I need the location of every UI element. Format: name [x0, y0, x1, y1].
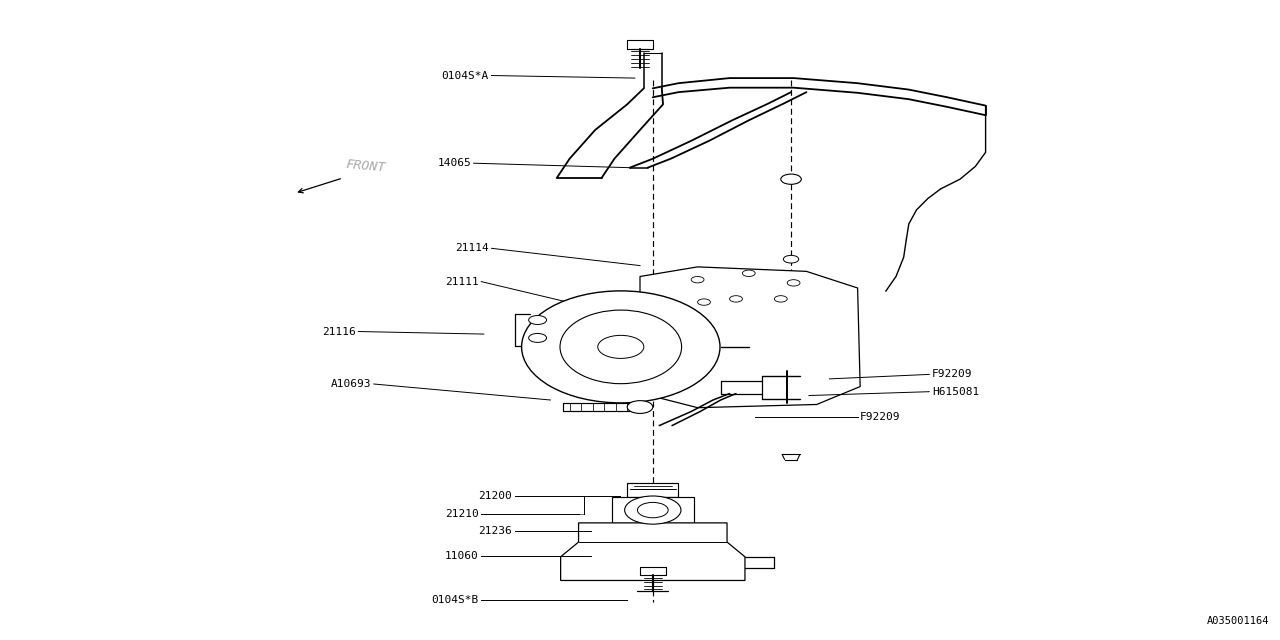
Ellipse shape	[561, 310, 681, 384]
Text: 21210: 21210	[445, 509, 479, 519]
Text: 0104S*B: 0104S*B	[431, 595, 479, 605]
Circle shape	[698, 299, 710, 305]
Bar	[627, 483, 678, 497]
Circle shape	[529, 333, 547, 342]
Text: 14065: 14065	[438, 158, 471, 168]
Text: F92209: F92209	[860, 412, 901, 422]
Text: A035001164: A035001164	[1207, 616, 1270, 626]
Circle shape	[787, 280, 800, 286]
Circle shape	[529, 316, 547, 324]
Circle shape	[625, 496, 681, 524]
Text: H615081: H615081	[932, 387, 979, 397]
Text: 21200: 21200	[479, 491, 512, 501]
Circle shape	[781, 174, 801, 184]
Circle shape	[774, 296, 787, 302]
Text: 11060: 11060	[445, 550, 479, 561]
Ellipse shape	[522, 291, 719, 403]
Text: A10693: A10693	[330, 379, 371, 389]
Polygon shape	[640, 267, 860, 408]
Polygon shape	[561, 523, 745, 580]
Bar	[612, 497, 694, 523]
Circle shape	[742, 270, 755, 276]
Circle shape	[691, 276, 704, 283]
Circle shape	[637, 502, 668, 518]
Circle shape	[598, 335, 644, 358]
Text: 21114: 21114	[456, 243, 489, 253]
Text: 21116: 21116	[323, 326, 356, 337]
Text: 0104S*A: 0104S*A	[442, 70, 489, 81]
Circle shape	[730, 296, 742, 302]
Circle shape	[627, 401, 653, 413]
Text: F92209: F92209	[932, 369, 973, 380]
Circle shape	[783, 255, 799, 263]
Text: 21111: 21111	[445, 276, 479, 287]
Text: FRONT: FRONT	[346, 157, 387, 174]
Text: 21236: 21236	[479, 526, 512, 536]
